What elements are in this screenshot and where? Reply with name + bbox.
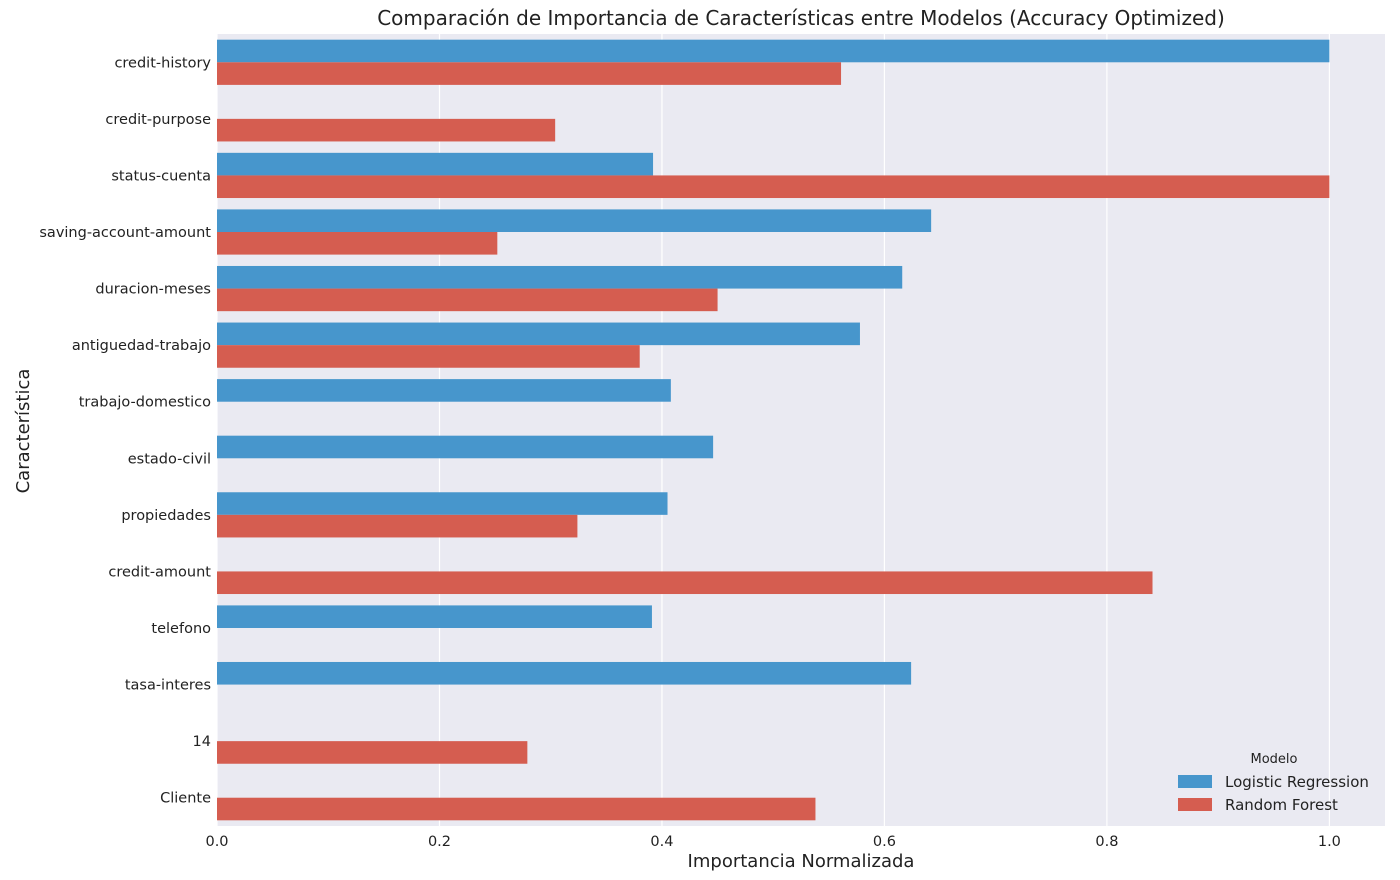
bar-logistic-regression <box>217 265 903 289</box>
y-tick-label: trabajo-domestico <box>79 395 211 411</box>
legend-title: Modelo <box>1251 752 1298 767</box>
bar-random-forest <box>217 175 1330 199</box>
bar-random-forest <box>217 62 842 85</box>
y-tick-label: credit-amount <box>108 564 211 580</box>
y-tick-label: credit-history <box>114 55 211 71</box>
x-axis-label: Importancia Normalizada <box>688 851 915 872</box>
bar-logistic-regression <box>217 322 860 346</box>
y-tick-label: Cliente <box>160 791 211 807</box>
bar-logistic-regression <box>217 379 671 402</box>
y-tick-label: status-cuenta <box>111 168 211 184</box>
y-axis-label: Característica <box>13 369 34 494</box>
y-tick-label: propiedades <box>121 508 211 524</box>
bar-logistic-regression <box>217 209 932 232</box>
bar-random-forest <box>217 232 498 255</box>
bar-logistic-regression <box>217 435 714 459</box>
bar-random-forest <box>217 118 556 142</box>
bar-random-forest <box>217 571 1153 595</box>
y-tick-label: tasa-interes <box>125 678 211 694</box>
x-tick-label: 0.8 <box>1095 834 1118 850</box>
bar-random-forest <box>217 797 816 821</box>
bar-logistic-regression <box>217 152 654 176</box>
bars <box>217 39 1330 821</box>
x-tick-label: 0.0 <box>205 834 228 850</box>
y-tick-label: antiguedad-trabajo <box>72 338 211 354</box>
y-tick-labels: credit-history credit-purpose status-cuent… <box>39 55 211 806</box>
legend-label-random-forest: Random Forest <box>1225 796 1338 814</box>
bar-logistic-regression <box>217 39 1330 63</box>
x-tick-label: 1.0 <box>1318 834 1341 850</box>
x-tick-label: 0.6 <box>873 834 896 850</box>
legend-swatch-logistic-regression <box>1178 775 1212 788</box>
x-tick-labels: 0.0 0.2 0.4 0.6 0.8 1.0 <box>205 834 1340 850</box>
bar-random-forest <box>217 345 640 368</box>
y-tick-label: saving-account-amount <box>39 225 211 241</box>
chart-title: Comparación de Importancia de Caracterís… <box>377 6 1225 30</box>
x-tick-label: 0.4 <box>650 834 673 850</box>
bar-random-forest <box>217 741 528 764</box>
bar-logistic-regression <box>217 605 652 628</box>
legend-swatch-random-forest <box>1178 798 1212 811</box>
y-tick-label: credit-purpose <box>105 112 211 128</box>
legend-label-logistic-regression: Logistic Regression <box>1225 773 1369 791</box>
y-tick-label: 14 <box>193 734 211 750</box>
y-tick-label: duracion-meses <box>95 282 211 298</box>
y-tick-label: estado-civil <box>128 451 211 467</box>
bar-random-forest <box>217 288 718 312</box>
bar-random-forest <box>217 514 578 538</box>
x-tick-label: 0.2 <box>428 834 451 850</box>
y-tick-label: telefono <box>151 621 211 637</box>
legend: Modelo Logistic Regression Random Forest <box>1178 752 1369 814</box>
bar-logistic-regression <box>217 661 912 685</box>
plot-background <box>217 34 1385 826</box>
bar-logistic-regression <box>217 492 668 515</box>
